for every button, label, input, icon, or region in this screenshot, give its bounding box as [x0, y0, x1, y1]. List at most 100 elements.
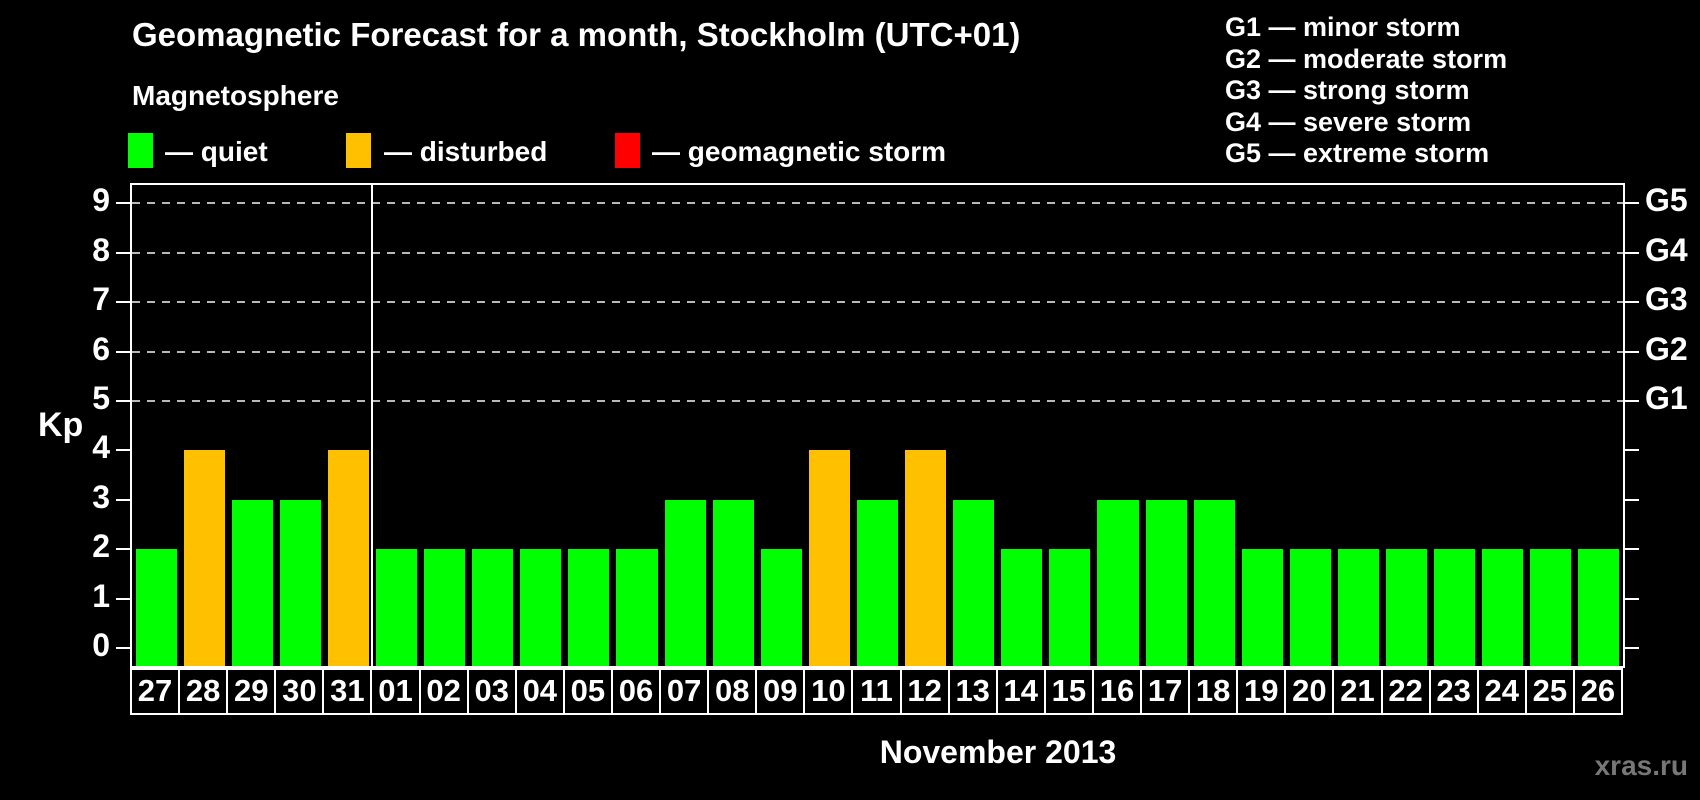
y-axis-tick-label: 8 [92, 231, 110, 268]
day-label-14: 14 [995, 668, 1046, 715]
right-tick-kp1 [1625, 597, 1639, 600]
kp-bar-day-04 [520, 549, 562, 666]
kp-bar-day-20 [1289, 549, 1331, 666]
kp-bar-day-18 [1193, 499, 1235, 666]
y-axis-tick-label: 9 [92, 182, 110, 219]
day-label-16: 16 [1091, 668, 1143, 715]
kp-bar-day-14 [1001, 549, 1043, 666]
day-label-18: 18 [1188, 668, 1239, 715]
day-label-04: 04 [514, 668, 565, 715]
kp-bar-day-03 [472, 549, 514, 666]
left-tick-kp2 [116, 548, 130, 551]
right-axis-label-g1: G1 [1645, 380, 1688, 416]
quiet-color-swatch [128, 133, 153, 168]
left-tick-kp1 [116, 597, 130, 600]
day-label-24: 24 [1476, 668, 1527, 715]
y-axis-tick-label: 1 [92, 577, 110, 614]
kp-bar-day-12 [905, 450, 947, 666]
kp-bar-day-15 [1049, 549, 1091, 666]
y-axis-tick-label: 3 [92, 478, 110, 515]
left-tick-kp6 [116, 350, 130, 353]
watermark-text: xras.ru [1594, 750, 1688, 781]
day-label-31: 31 [322, 668, 373, 715]
day-axis-row: 27 28 29 30 31 01 02 03 04 05 06 07 08 09 10 11 12 13 14 15… [130, 668, 1625, 715]
left-tick-kp0 [116, 647, 130, 649]
day-label-28: 28 [178, 668, 229, 715]
y-axis-tick-label: 2 [92, 528, 110, 565]
g-scale-legend: G1 — minor storm G2 — moderate storm G3 … [1225, 12, 1507, 170]
kp-bar-day-07 [664, 499, 706, 666]
day-label-21: 21 [1332, 668, 1383, 715]
kp-bar-day-11 [856, 499, 899, 666]
kp-bar-day-23 [1434, 549, 1476, 666]
day-label-12: 12 [899, 668, 950, 715]
y-axis-tick-label: 5 [92, 380, 110, 416]
day-label-07: 07 [659, 668, 710, 715]
month-axis-label: November 2013 [879, 734, 1117, 770]
magnetosphere-subtitle: Magnetosphere [132, 80, 339, 111]
g5-legend-line: G5 — extreme storm [1225, 138, 1490, 168]
day-label-05: 05 [562, 668, 613, 715]
kp-bar-day-05 [568, 549, 610, 666]
day-label-13: 13 [947, 668, 998, 715]
legend-label-disturbed: — disturbed [384, 136, 548, 167]
left-tick-kp3 [116, 498, 130, 501]
day-label-26: 26 [1572, 668, 1623, 715]
kp-bar-day-06 [616, 549, 658, 666]
g4-legend-line: G4 — severe storm [1225, 106, 1472, 137]
gridline-kp8 [132, 251, 1623, 254]
day-label-10: 10 [803, 668, 854, 715]
kp-bar-day-30 [279, 499, 321, 666]
legend-label-storm: — geomagnetic storm [652, 136, 947, 167]
day-label-08: 08 [707, 668, 758, 715]
right-tick-kp3 [1625, 498, 1639, 501]
left-tick-kp9 [116, 202, 130, 205]
day-label-11: 11 [851, 668, 902, 715]
right-tick-kp4 [1625, 449, 1639, 452]
right-tick-kp9 [1625, 202, 1639, 205]
right-tick-kp7 [1625, 301, 1639, 304]
right-axis-label-g4: G4 [1645, 231, 1688, 268]
kp-bar-day-10 [808, 450, 850, 666]
left-tick-kp8 [116, 251, 130, 254]
kp-bar-day-22 [1386, 549, 1428, 666]
right-axis-label-g2: G2 [1645, 330, 1688, 367]
gridline-kp9 [132, 202, 1623, 205]
kp-bar-day-26 [1578, 549, 1620, 666]
day-label-01: 01 [370, 668, 421, 715]
kp-bar-day-17 [1145, 499, 1187, 666]
day-label-02: 02 [418, 668, 469, 715]
right-tick-kp8 [1625, 251, 1639, 254]
right-tick-kp2 [1625, 548, 1639, 551]
day-label-19: 19 [1236, 668, 1287, 715]
chart-title: Geomagnetic Forecast for a month, Stockh… [132, 16, 1021, 53]
kp-bar-chart-plot-area: 0 1 2 3 4 5 6 7 8 9 G1 G2 G3 G4 G5 [92, 182, 1688, 668]
day-label-30: 30 [274, 668, 325, 715]
right-tick-kp6 [1625, 350, 1639, 353]
kp-bar-day-13 [953, 499, 995, 666]
day-label-17: 17 [1140, 668, 1191, 715]
day-label-15: 15 [1043, 668, 1094, 715]
storm-color-swatch [615, 133, 640, 168]
y-axis-tick-label: 7 [92, 281, 110, 318]
kp-bar-day-16 [1097, 499, 1139, 666]
day-label-27: 27 [130, 668, 181, 715]
kp-bar-day-02 [424, 549, 466, 666]
gridline-kp5 [132, 400, 1623, 402]
right-tick-kp5 [1625, 400, 1639, 402]
day-label-06: 06 [610, 668, 662, 715]
y-axis-tick-label: 4 [92, 429, 110, 466]
day-label-03: 03 [466, 668, 517, 715]
kp-bar-day-24 [1482, 549, 1524, 666]
kp-bar-day-21 [1337, 549, 1379, 666]
g1-legend-line: G1 — minor storm [1225, 12, 1461, 42]
right-axis-label-g5: G5 [1645, 182, 1688, 219]
left-tick-kp5 [116, 400, 130, 402]
y-axis-title: Kp [38, 406, 84, 444]
day-label-09: 09 [755, 668, 806, 715]
kp-bar-day-29 [231, 499, 273, 666]
day-label-22: 22 [1380, 668, 1431, 715]
plot-inner: 0 1 2 3 4 5 6 7 8 9 G1 G2 G3 G4 G5 [92, 182, 1688, 666]
kp-bar-day-31 [327, 450, 369, 666]
